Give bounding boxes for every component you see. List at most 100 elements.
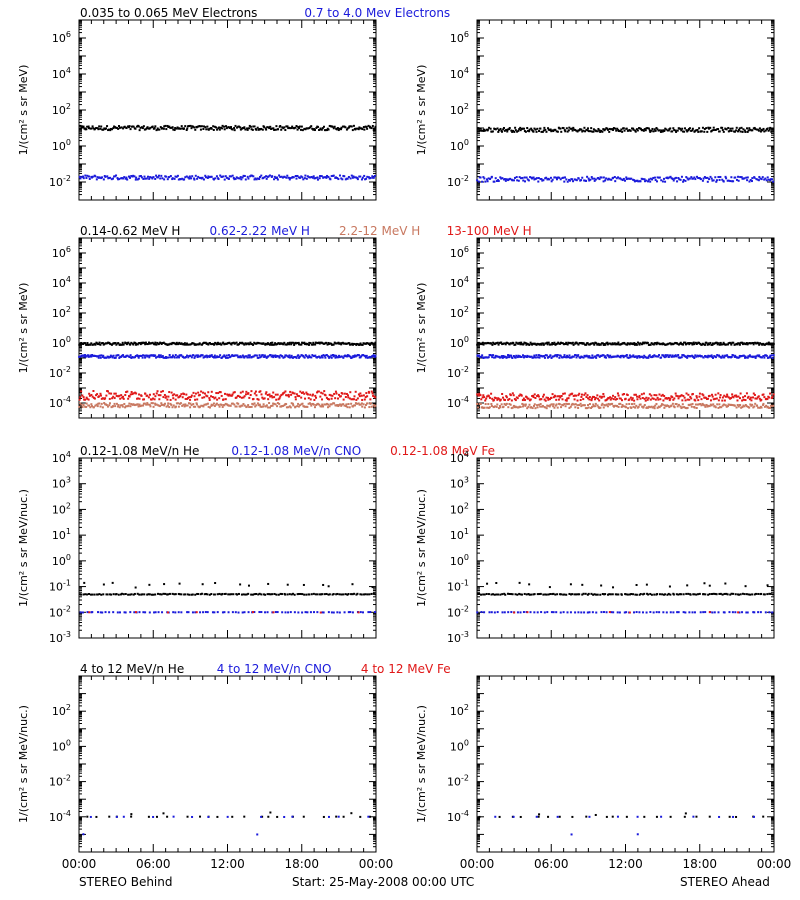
data-point	[346, 177, 349, 180]
data-point	[134, 342, 137, 345]
data-point	[309, 398, 312, 401]
data-point	[372, 343, 375, 346]
data-point	[327, 585, 330, 588]
data-point	[99, 405, 102, 408]
data-point	[280, 593, 283, 596]
data-point	[641, 178, 644, 181]
data-point	[536, 404, 539, 407]
data-point	[168, 125, 171, 128]
data-point	[138, 403, 141, 406]
data-point	[513, 130, 516, 133]
data-point	[369, 126, 372, 129]
data-point	[214, 582, 217, 585]
data-point	[674, 129, 677, 132]
data-point	[170, 403, 173, 406]
data-point	[369, 176, 372, 179]
data-point	[343, 175, 346, 178]
data-point	[246, 175, 249, 178]
data-point	[218, 355, 221, 358]
data-point	[309, 403, 312, 406]
data-point	[132, 343, 135, 346]
data-point	[621, 404, 624, 407]
data-point	[676, 395, 679, 398]
data-point	[337, 404, 340, 407]
data-point	[485, 356, 488, 359]
data-point	[156, 592, 159, 595]
data-point	[177, 405, 180, 408]
data-point	[656, 396, 659, 399]
data-point	[745, 405, 748, 408]
data-point	[370, 127, 373, 130]
data-point	[108, 611, 111, 614]
data-point	[270, 394, 273, 397]
data-point	[768, 343, 771, 346]
data-point	[516, 130, 519, 133]
data-point	[244, 342, 247, 345]
data-point	[698, 395, 701, 398]
data-point	[99, 394, 102, 397]
data-point	[323, 354, 326, 357]
data-point	[556, 130, 559, 133]
data-point	[602, 392, 605, 395]
data-point	[290, 354, 293, 357]
data-point	[314, 343, 317, 346]
data-point	[524, 355, 527, 358]
data-point	[578, 404, 581, 407]
data-point	[360, 343, 363, 346]
data-point	[627, 129, 630, 132]
data-point	[624, 179, 627, 182]
data-point	[511, 392, 514, 395]
data-point	[527, 405, 530, 408]
data-point	[262, 342, 265, 345]
data-point	[761, 176, 764, 179]
data-point	[715, 341, 718, 344]
data-point	[540, 398, 543, 401]
data-point	[186, 127, 189, 130]
data-point	[585, 343, 588, 346]
data-point	[122, 593, 125, 596]
data-point	[164, 124, 167, 127]
data-point	[194, 392, 197, 395]
data-point	[741, 406, 744, 409]
data-point	[312, 592, 315, 595]
data-point	[105, 404, 108, 407]
data-point	[574, 406, 577, 409]
data-point	[734, 354, 737, 357]
data-point	[137, 356, 140, 359]
data-point	[507, 354, 510, 357]
data-point	[78, 405, 81, 408]
data-point	[121, 343, 124, 346]
data-point	[752, 342, 755, 345]
data-point	[237, 177, 240, 180]
data-point	[343, 404, 346, 407]
data-point	[749, 128, 752, 131]
data-point	[361, 398, 364, 401]
data-point	[698, 354, 701, 357]
data-point	[543, 356, 546, 359]
data-point	[590, 176, 593, 179]
data-point	[268, 174, 271, 177]
data-point	[209, 355, 212, 358]
data-point	[565, 399, 568, 402]
data-point	[299, 128, 302, 131]
data-point	[362, 354, 365, 357]
data-point	[737, 405, 740, 408]
data-point	[248, 354, 251, 357]
data-point	[88, 177, 91, 180]
data-point	[545, 407, 548, 410]
data-point	[603, 404, 606, 407]
data-point	[206, 176, 209, 179]
data-point	[323, 593, 326, 596]
data-point	[490, 402, 493, 405]
data-point	[299, 592, 302, 595]
data-point	[753, 405, 756, 408]
data-point	[367, 342, 370, 345]
data-point	[288, 343, 291, 346]
data-point	[111, 581, 114, 584]
data-point	[641, 405, 644, 408]
data-point	[537, 395, 540, 398]
data-point	[502, 396, 505, 399]
data-point	[663, 356, 666, 359]
data-point	[549, 128, 552, 131]
data-point	[366, 127, 369, 130]
